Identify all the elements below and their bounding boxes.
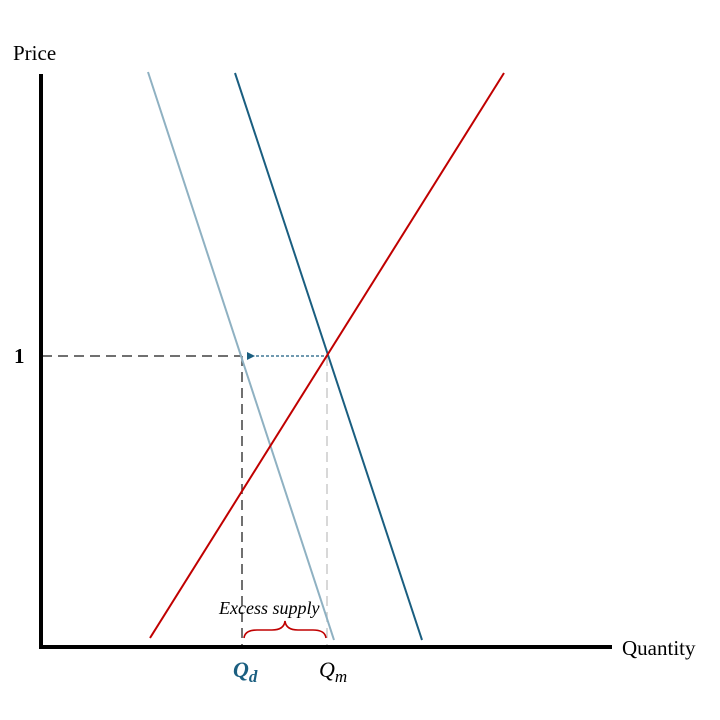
excess-supply-brace <box>243 620 327 639</box>
x-axis-label: Quantity <box>622 636 696 660</box>
qd-tick-label: Qd <box>233 657 258 686</box>
qd-main: Q <box>233 657 249 682</box>
qd-sub: d <box>248 667 258 686</box>
demand-shifted-line <box>147 71 335 641</box>
price-tick-label: 1 <box>14 344 25 368</box>
qm-main: Q <box>319 657 335 682</box>
y-axis-label: Price <box>13 41 57 65</box>
supply-line <box>149 72 505 639</box>
demand-original-line <box>234 72 423 641</box>
qm-sub: m <box>334 667 348 686</box>
qm-tick-label: Qm <box>319 657 348 686</box>
excess-supply-label: Excess supply <box>219 598 320 618</box>
